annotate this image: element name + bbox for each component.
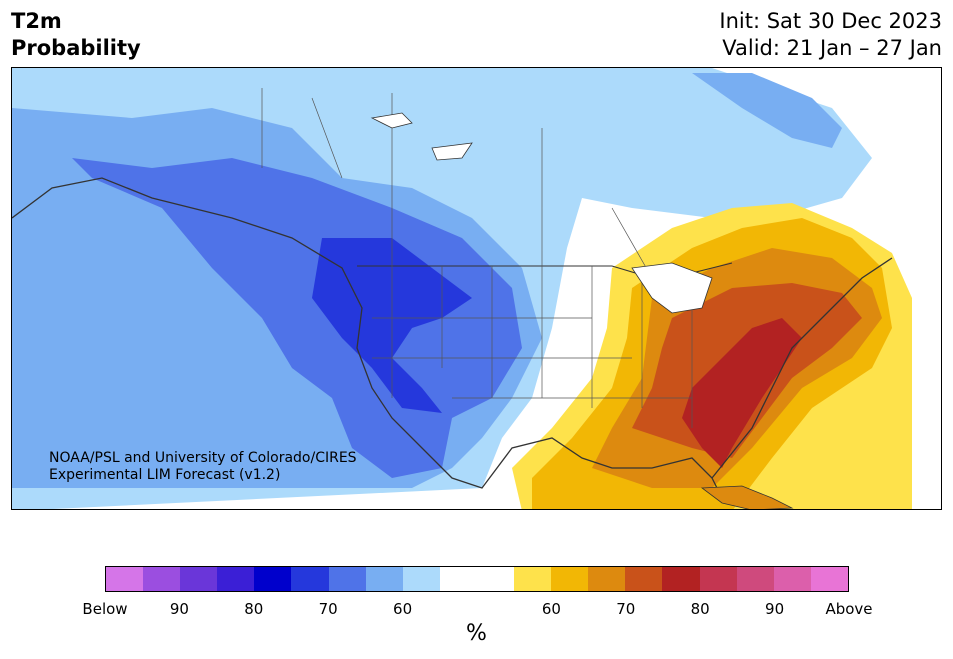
init-date: Init: Sat 30 Dec 2023 xyxy=(719,9,942,33)
colorbar-tick-label: 90 xyxy=(765,600,785,618)
colorbar-segment xyxy=(625,567,663,591)
title-line-variable: T2m xyxy=(11,9,62,33)
credit-line-1: NOAA/PSL and University of Colorado/CIRE… xyxy=(49,450,357,466)
map-title: T2m Probability xyxy=(11,8,141,62)
forecast-dates: Init: Sat 30 Dec 2023 Valid: 21 Jan – 27… xyxy=(719,8,942,62)
colorbar-segment xyxy=(291,567,329,591)
colorbar-segment xyxy=(439,567,477,591)
colorbar-tick-label: Above xyxy=(825,600,873,618)
coastline xyxy=(12,177,893,499)
colorbar-segment xyxy=(106,567,144,591)
credit-text: NOAA/PSL and University of Colorado/CIRE… xyxy=(49,450,357,484)
colorbar-tick-label: 60 xyxy=(393,600,413,618)
colorbar-segment xyxy=(402,567,440,591)
colorbar xyxy=(105,566,849,592)
colorbar-tick-label: 70 xyxy=(318,600,338,618)
canada-provinces xyxy=(261,88,653,279)
colorbar-segment xyxy=(254,567,292,591)
state-borders xyxy=(372,266,693,428)
colorbar-segment xyxy=(328,567,366,591)
north-america-map xyxy=(12,68,912,509)
cuba-island xyxy=(700,485,794,509)
colorbar-tick-label: 80 xyxy=(244,600,264,618)
map-panel xyxy=(11,67,942,510)
colorbar-tick-label: 80 xyxy=(690,600,710,618)
credit-line-2: Experimental LIM Forecast (v1.2) xyxy=(49,467,281,483)
colorbar-segment xyxy=(699,567,737,591)
colorbar-tick-label: 60 xyxy=(541,600,561,618)
colorbar-segment xyxy=(810,567,848,591)
colorbar-tick-label: 90 xyxy=(169,600,189,618)
colorbar-segment xyxy=(551,567,589,591)
colorbar-tick-label: Below xyxy=(82,600,128,618)
title-line-quantity: Probability xyxy=(11,36,141,60)
colorbar-segment xyxy=(514,567,552,591)
colorbar-segment xyxy=(736,567,774,591)
colorbar-segment xyxy=(588,567,626,591)
valid-dates: Valid: 21 Jan – 27 Jan xyxy=(722,36,942,60)
colorbar-segment xyxy=(143,567,181,591)
colorbar-segment xyxy=(476,567,515,591)
below-70-labrador xyxy=(692,73,842,148)
above-95-region xyxy=(682,318,802,468)
colorbar-tick-label: 70 xyxy=(616,600,636,618)
colorbar-segment xyxy=(365,567,403,591)
colorbar-segment xyxy=(217,567,255,591)
colorbar-tick-labels: Below 90 80 70 60 60 70 80 90 Above xyxy=(82,600,872,618)
colorbar-segment xyxy=(180,567,218,591)
colorbar-segment xyxy=(773,567,811,591)
colorbar-segment xyxy=(662,567,700,591)
colorbar-units: % xyxy=(466,621,487,646)
hudson-bay-lakes xyxy=(370,112,713,314)
